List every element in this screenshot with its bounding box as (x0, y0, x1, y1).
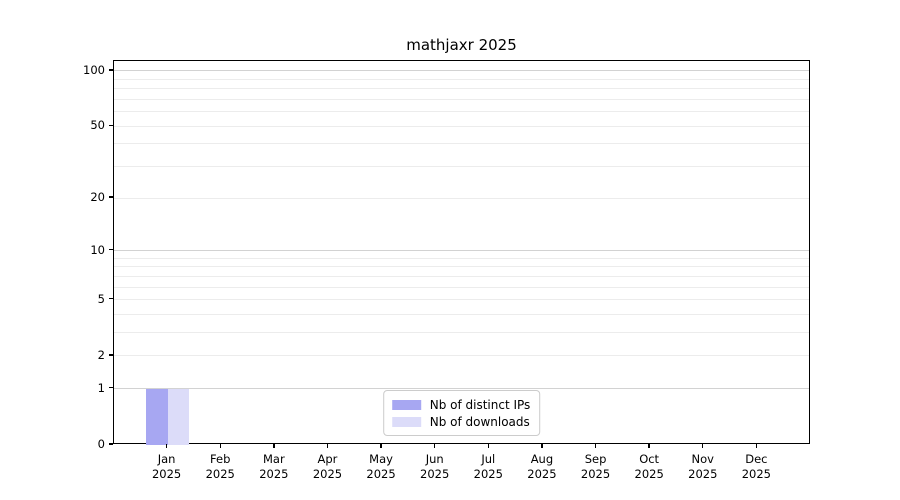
x-tick-mark (326, 444, 329, 448)
gridline-minor (114, 314, 809, 315)
y-tick-label: 0 (97, 437, 105, 451)
gridline-minor (114, 88, 809, 90)
gridline-major (114, 250, 809, 252)
gridline-minor (114, 299, 809, 301)
gridline-major (114, 388, 809, 390)
x-tick-label: Jun 2025 (403, 452, 467, 482)
gridline-minor (114, 166, 809, 168)
x-tick-month: Aug (530, 452, 554, 466)
x-tick-label: May 2025 (349, 452, 413, 482)
gridline-minor (114, 257, 809, 259)
x-tick-label: Mar 2025 (242, 452, 306, 482)
y-tick-label: 10 (90, 242, 105, 257)
chart-title: mathjaxr 2025 (406, 36, 517, 54)
x-tick-month: Jan (157, 452, 176, 466)
x-tick-label: Oct 2025 (617, 452, 681, 482)
legend-swatch-nb-of-downloads (391, 416, 421, 427)
x-tick-month: May (369, 452, 393, 466)
x-tick-month: Feb (210, 452, 231, 466)
gridline-minor (114, 78, 809, 80)
x-tick-mark (433, 444, 436, 448)
x-tick-month: Sep (584, 452, 607, 466)
gridline-minor (114, 332, 809, 334)
plot-area: Nb of distinct IPs Nb of downloads (113, 60, 810, 445)
gridline-minor (114, 355, 809, 357)
y-tick-mark (109, 354, 113, 356)
gridline-minor (114, 111, 809, 113)
x-tick-year: 2025 (366, 467, 396, 481)
x-tick-mark (541, 444, 543, 448)
legend-label: Nb of distinct IPs (429, 397, 531, 412)
gridline-minor (114, 98, 809, 100)
x-tick-year: 2025 (205, 467, 235, 481)
legend: Nb of distinct IPs Nb of downloads (382, 390, 541, 436)
x-tick-year: 2025 (634, 467, 664, 481)
x-tick-month: Oct (639, 452, 660, 466)
x-tick-mark (702, 444, 704, 448)
x-tick-mark (594, 444, 597, 448)
legend-row: Nb of downloads (391, 413, 531, 430)
x-tick-month: Mar (262, 452, 285, 466)
x-tick-year: 2025 (473, 467, 503, 481)
gridline-minor (114, 197, 809, 199)
y-tick-label: 100 (83, 62, 105, 77)
y-tick-mark (109, 69, 113, 71)
x-tick-month: Apr (317, 452, 338, 466)
x-tick-month: Dec (745, 452, 768, 466)
x-tick-mark (219, 444, 221, 448)
y-tick-label: 20 (90, 190, 105, 205)
gridline-minor (114, 286, 809, 288)
x-tick-month: Jun (425, 452, 444, 466)
x-tick-month: Jul (481, 452, 496, 466)
x-tick-label: Dec 2025 (724, 452, 788, 482)
y-tick-mark (109, 443, 113, 445)
y-tick-label: 1 (97, 380, 105, 395)
x-tick-mark (755, 444, 758, 448)
y-tick-mark (109, 387, 113, 389)
x-tick-year: 2025 (312, 467, 343, 481)
x-tick-year: 2025 (259, 467, 289, 481)
x-tick-mark (487, 444, 489, 448)
x-tick-label: Jan 2025 (135, 452, 199, 482)
x-tick-year: 2025 (151, 467, 182, 481)
y-tick-mark (109, 124, 113, 126)
legend-row: Nb of distinct IPs (391, 396, 531, 413)
x-tick-year: 2025 (741, 467, 772, 481)
x-tick-mark (380, 444, 382, 448)
x-tick-label: Aug 2025 (510, 452, 574, 482)
gridline-minor (114, 266, 809, 268)
x-tick-year: 2025 (420, 467, 450, 481)
x-tick-label: Jul 2025 (456, 452, 520, 482)
x-tick-label: Sep 2025 (564, 452, 628, 482)
gridline-major (114, 70, 809, 72)
y-tick-label: 50 (90, 118, 105, 133)
x-tick-mark (648, 444, 650, 448)
x-tick-mark (165, 444, 168, 448)
bar-nb-of-downloads-jan (167, 388, 190, 445)
y-tick-mark (109, 298, 113, 300)
x-tick-label: Apr 2025 (295, 452, 359, 482)
y-tick-mark (109, 196, 113, 198)
y-tick-label: 5 (97, 291, 105, 306)
gridline-minor (114, 125, 809, 127)
x-tick-year: 2025 (527, 467, 557, 481)
x-tick-year: 2025 (580, 467, 611, 481)
bar-nb-of-distinct-ips-jan (146, 388, 168, 445)
x-tick-label: Nov 2025 (671, 452, 735, 482)
x-tick-year: 2025 (688, 467, 718, 481)
legend-label: Nb of downloads (429, 414, 530, 429)
x-tick-month: Nov (691, 452, 714, 466)
x-tick-label: Feb 2025 (188, 452, 252, 482)
gridline-minor (114, 275, 809, 277)
legend-swatch-nb-of-distinct-ips (391, 399, 421, 410)
gridline-minor (114, 143, 809, 145)
x-tick-mark (273, 444, 275, 448)
y-tick-mark (109, 248, 113, 251)
y-tick-label: 2 (97, 347, 105, 362)
